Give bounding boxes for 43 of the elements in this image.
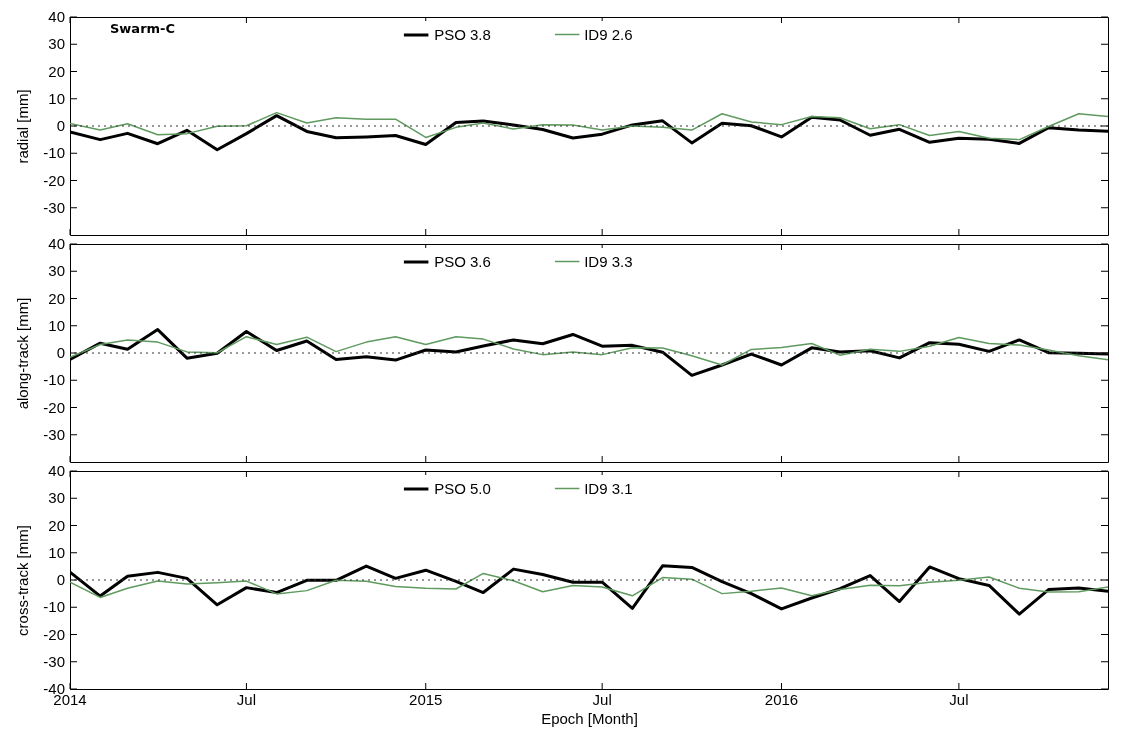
y-axis-title: along-track [mm] — [13, 297, 31, 410]
y-tick-label: -20 — [43, 625, 65, 643]
x-tick-label: 2015 — [409, 691, 443, 708]
y-tick-label: 20 — [48, 62, 65, 80]
x-tick-label: Jul — [949, 691, 969, 708]
x-tick-label: Jul — [236, 691, 257, 708]
y-tick-label: -30 — [43, 198, 65, 216]
y-tick-label: 30 — [48, 489, 65, 507]
y-tick-label: 30 — [48, 262, 65, 280]
x-tick-label: Jul — [592, 691, 612, 708]
y-tick-label: 0 — [56, 344, 65, 361]
line-series — [70, 335, 1108, 366]
y-tick-label: -30 — [43, 652, 65, 670]
y-tick-label: 10 — [48, 89, 65, 107]
x-axis-title: Epoch [Month] — [541, 709, 638, 727]
y-tick-label: -10 — [43, 598, 65, 616]
y-tick-label: -20 — [43, 171, 65, 189]
y-tick-label: -20 — [43, 398, 65, 416]
y-tick-label: 10 — [48, 316, 65, 334]
y-tick-label: 30 — [48, 35, 65, 53]
y-tick-label: 40 — [48, 462, 65, 479]
y-tick-label: 0 — [56, 571, 65, 588]
line-series — [70, 111, 1108, 141]
legend-label: PSO 3.6 — [434, 253, 491, 270]
legend-label: PSO 3.8 — [434, 26, 491, 43]
legend-label: ID9 3.3 — [584, 252, 633, 270]
y-tick-label: 20 — [48, 289, 65, 307]
y-tick-label: -30 — [43, 425, 65, 443]
y-tick-label: -10 — [43, 371, 65, 389]
y-axis-title: cross-track [mm] — [13, 525, 31, 636]
line-series — [70, 572, 1108, 599]
y-axis-title: radial [mm] — [13, 89, 31, 164]
y-tick-label: 40 — [48, 8, 65, 25]
y-tick-label: 20 — [48, 516, 65, 534]
legend-label: ID9 2.6 — [584, 25, 633, 43]
y-tick-label: 10 — [48, 543, 65, 561]
x-tick-label: 2016 — [764, 691, 799, 708]
legend-label: ID9 3.1 — [584, 479, 633, 497]
y-tick-label: 0 — [56, 117, 65, 134]
y-tick-label: 40 — [48, 235, 65, 252]
annotation: Swarm-C — [110, 21, 176, 36]
legend-label: PSO 5.0 — [434, 480, 491, 497]
y-tick-label: -10 — [43, 144, 65, 162]
